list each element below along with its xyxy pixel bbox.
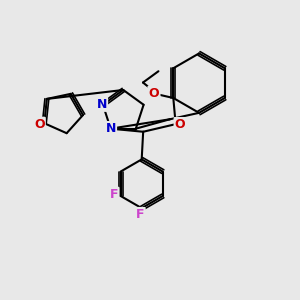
Text: N: N (106, 122, 116, 135)
Text: O: O (175, 118, 185, 131)
Text: F: F (136, 208, 145, 221)
Text: F: F (110, 188, 118, 201)
Text: N: N (97, 98, 107, 111)
Text: O: O (149, 87, 159, 100)
Text: O: O (34, 118, 45, 131)
